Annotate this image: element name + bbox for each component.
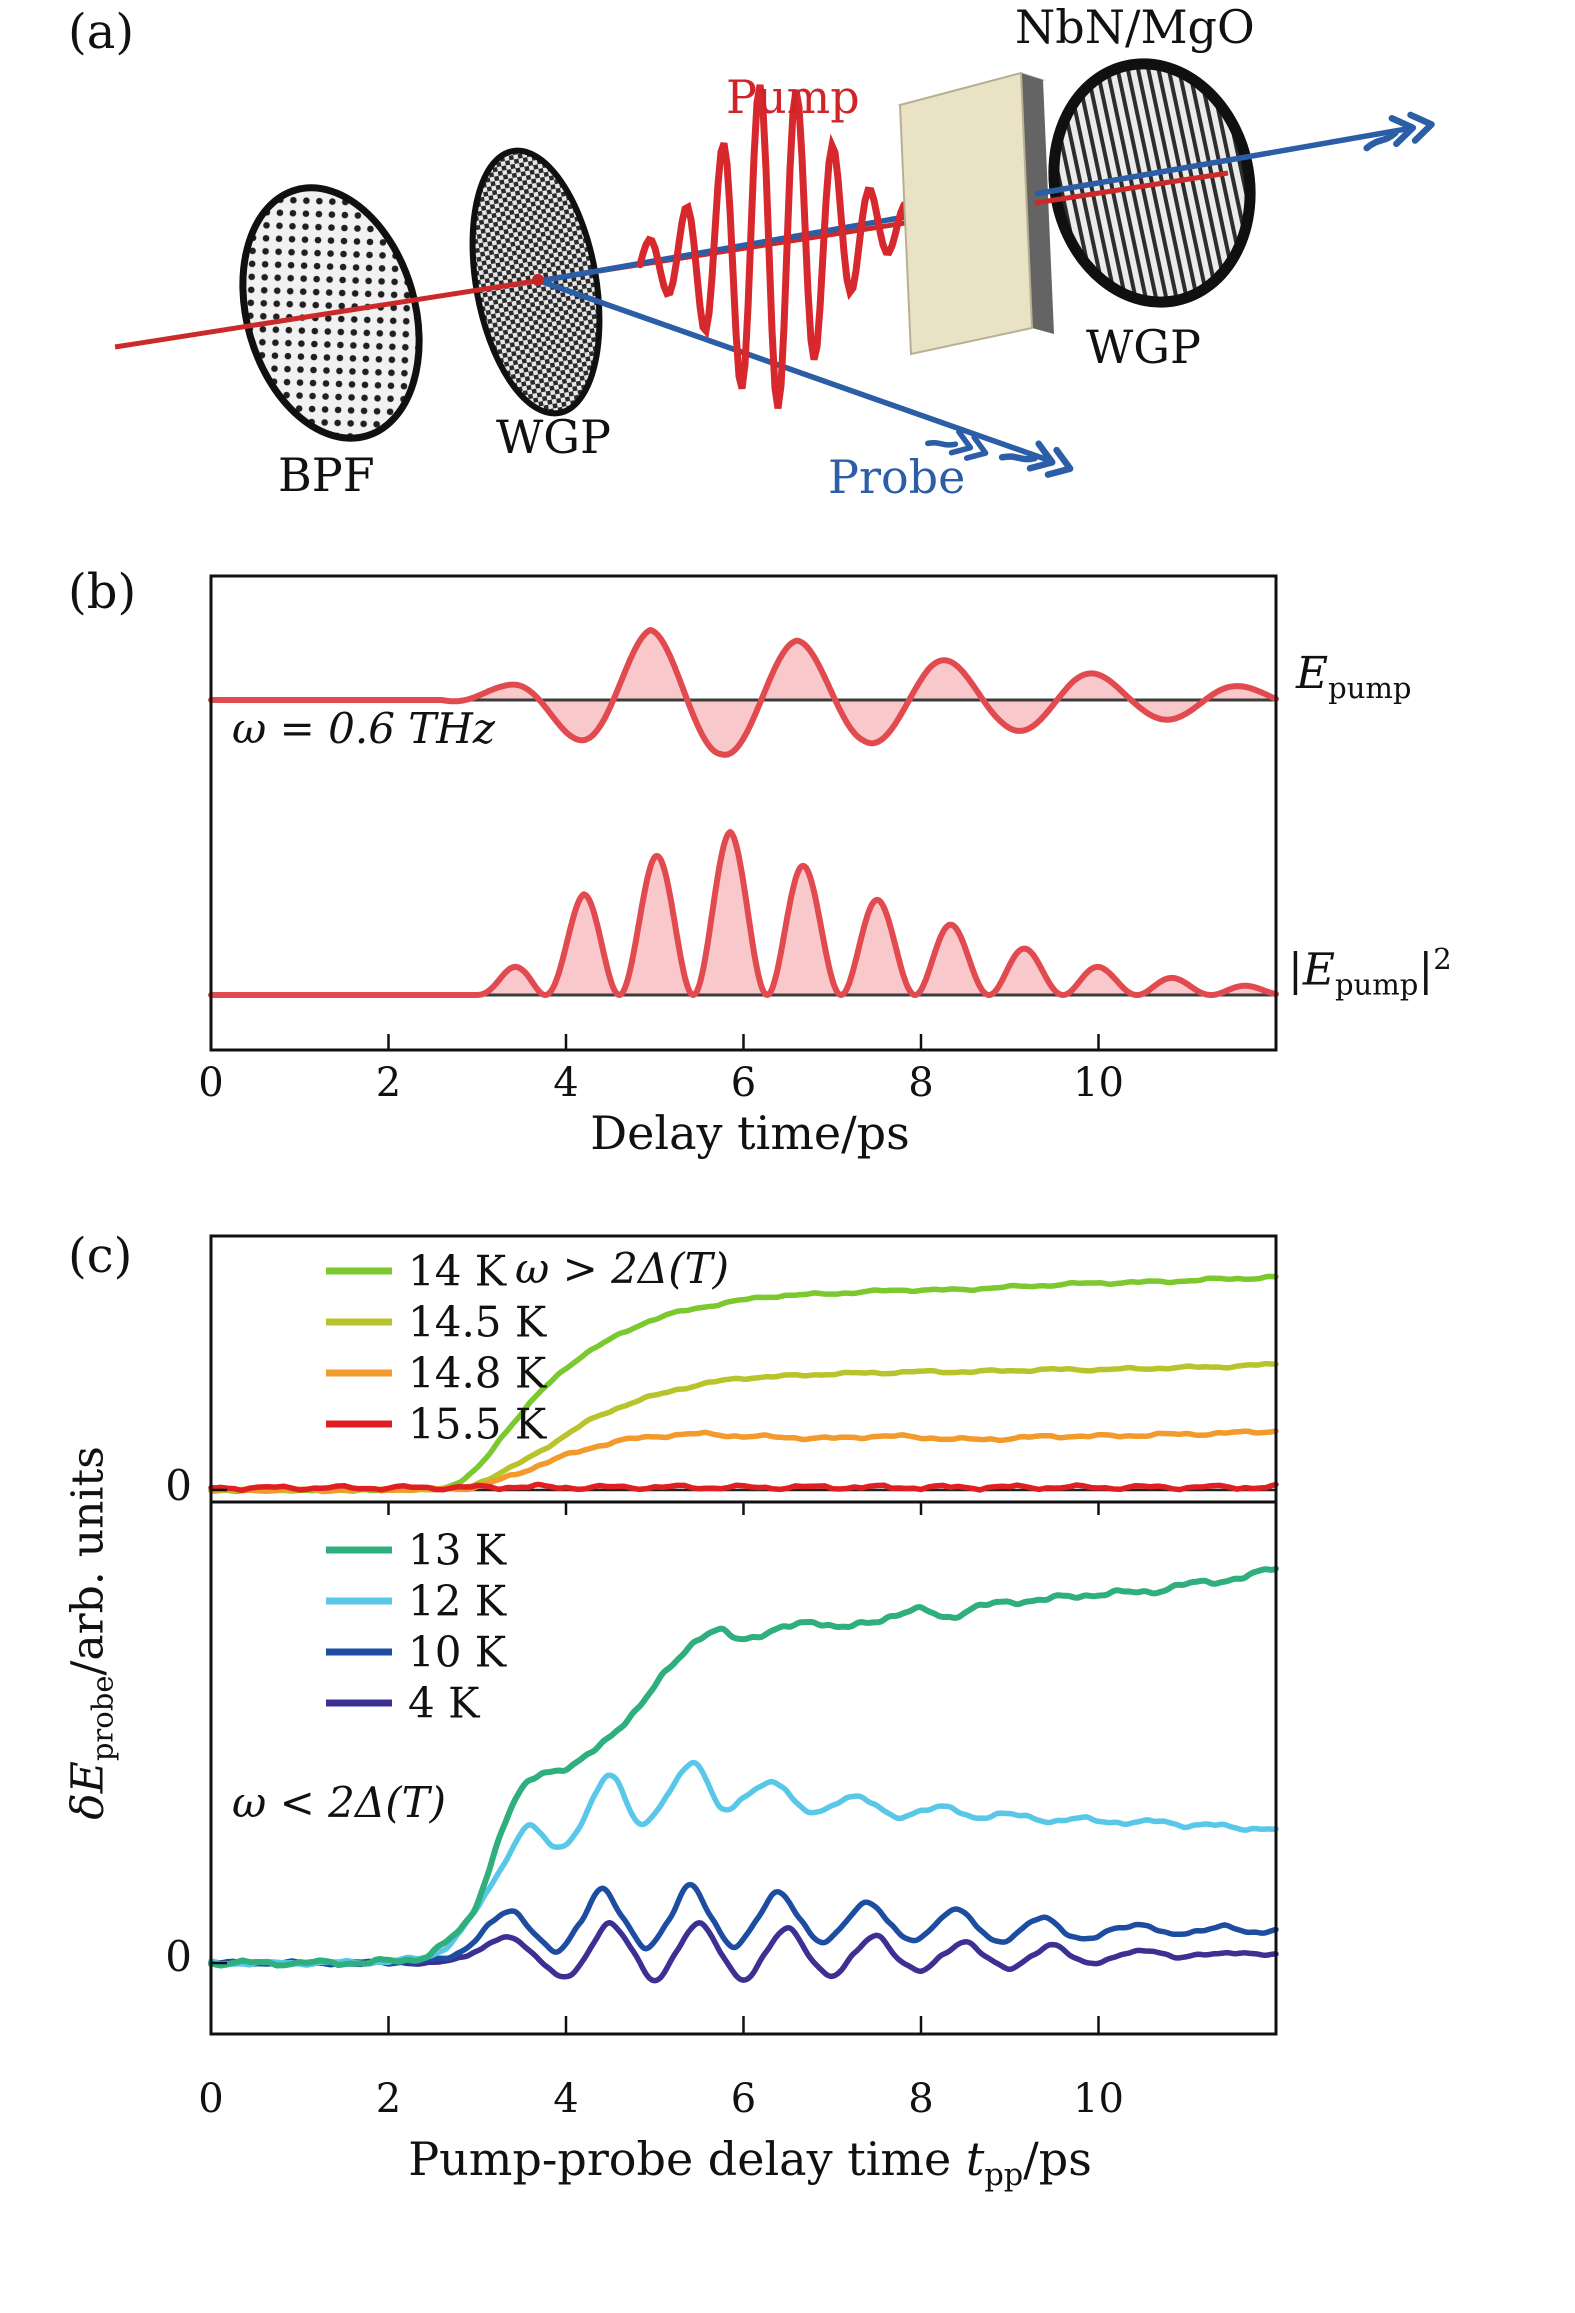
legend-label-10-K: 10 K — [408, 1628, 508, 1677]
panel-c-tick-label: 10 — [1073, 2076, 1124, 2122]
probe-label: Probe — [828, 450, 966, 504]
wgp-left-label: WGP — [496, 410, 611, 464]
panel-c-tick-label: 6 — [731, 2076, 756, 2122]
pump-field-curve-label: Epump — [1296, 648, 1412, 705]
pump-beam-line — [114, 220, 906, 350]
panel-b-tick-label: 8 — [908, 1060, 933, 1106]
pump-intensity-curve-label: |Epump|2 — [1288, 942, 1452, 1002]
pump-field-curve — [208, 627, 1279, 758]
series-13-K — [208, 1565, 1279, 1969]
sample-front-face — [898, 71, 1034, 356]
pump-field-fill — [211, 630, 1276, 755]
panel-c-y-axis-label: δEprobe/arb. units — [62, 1446, 120, 1820]
legend-label-14-K: 14 K — [408, 1247, 508, 1296]
beam-spot — [532, 274, 544, 286]
panel-c-label: (c) — [68, 1228, 133, 1284]
legend-label-13-K: 13 K — [408, 1526, 508, 1575]
panel-b-tick-label: 2 — [376, 1060, 401, 1106]
panel-b-x-axis-label: Delay time/ps — [590, 1106, 910, 1160]
panel-c-tick-label: 4 — [553, 2076, 578, 2122]
series-12-K — [208, 1759, 1279, 1968]
probe-beam-upper — [539, 214, 906, 284]
series-14.5-K — [208, 1360, 1279, 1495]
top-zero-tick-label: 0 — [165, 1461, 192, 1510]
panel-c-tick-label: 8 — [908, 2076, 933, 2122]
legend-label-14.8-K: 14.8 K — [408, 1349, 548, 1398]
pump-intensity-curve — [208, 829, 1279, 998]
bottom-zero-tick-label: 0 — [165, 1932, 192, 1981]
legend-label-12-K: 12 K — [408, 1577, 508, 1626]
legend-label-4-K: 4 K — [408, 1679, 481, 1728]
panel-c-frame — [209, 1234, 1278, 2036]
below-gap-curves — [208, 1565, 1279, 1984]
pump-wave — [636, 84, 908, 409]
pump-label: Pump — [726, 70, 860, 124]
legends: 14 K14.5 K14.8 K15.5 K 13 K12 K10 K4 K — [326, 1247, 548, 1728]
series-15.5-K — [208, 1481, 1279, 1494]
series-14-K — [208, 1273, 1279, 1495]
axes-and-frames: 0 2 4 6 8 10 0 2 4 6 8 10 — [198, 574, 1278, 2122]
panel-b-tick-label: 4 — [553, 1060, 578, 1106]
series-10-K — [208, 1881, 1279, 1968]
above-gap-curves — [208, 1273, 1279, 1495]
wgp-right-label: WGP — [1086, 320, 1201, 374]
pump-beam-exit — [1034, 170, 1229, 206]
panel-c-x-axis-label: Pump-probe delay time tpp/ps — [408, 2132, 1092, 2194]
panel-a-label: (a) — [68, 4, 135, 60]
series-4-K — [208, 1920, 1279, 1984]
panel-c-tick-label: 2 — [376, 2076, 401, 2122]
bpf-label: BPF — [278, 448, 375, 502]
beam-paths — [114, 84, 1075, 481]
optical-setup-diagram — [114, 58, 1434, 481]
legend-label-15.5-K: 15.5 K — [408, 1400, 548, 1449]
pump-intensity-fill — [211, 832, 1276, 995]
above-gap-condition: ω > 2Δ(T) — [515, 1244, 729, 1293]
sample-label: NbN/MgO — [1015, 0, 1255, 54]
panel-b-tick-label: 10 — [1073, 1060, 1124, 1106]
panel-b-tick-label: 0 — [198, 1060, 223, 1106]
nbn-mgo-sample — [897, 71, 1054, 356]
frequency-annotation: ω = 0.6 THz — [232, 704, 496, 753]
panel-c-tick-label: 0 — [198, 2076, 223, 2122]
series-14.8-K — [208, 1428, 1279, 1495]
probe-beam-exit — [1034, 125, 1413, 197]
probe-beam-lower — [539, 278, 1049, 463]
panel-b-tick-label: 6 — [731, 1060, 756, 1106]
below-gap-condition: ω < 2Δ(T) — [232, 1778, 446, 1827]
output-beam-paths — [1034, 112, 1434, 206]
panel-b-label: (b) — [68, 564, 137, 620]
pump-waveform-curves — [208, 627, 1279, 998]
legend-label-14.5-K: 14.5 K — [408, 1298, 548, 1347]
